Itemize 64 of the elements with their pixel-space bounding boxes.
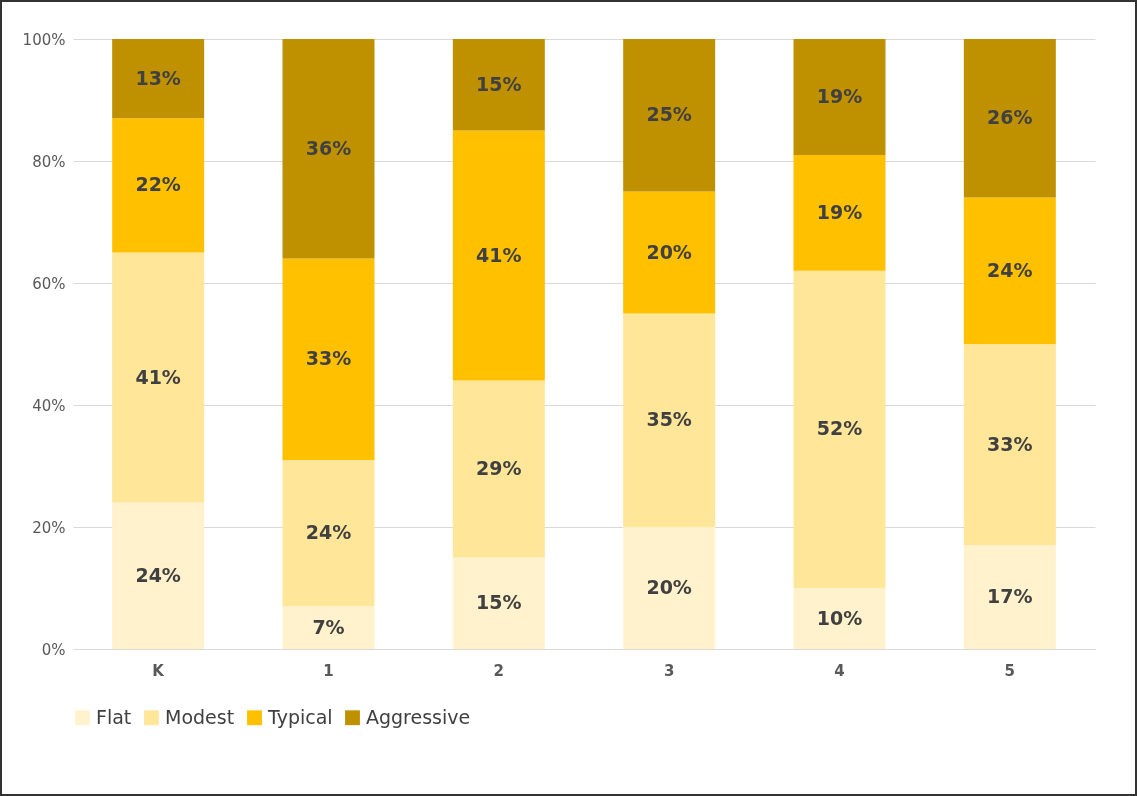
y-tick-label: 60% [32,274,66,293]
data-label: 20% [646,576,692,598]
x-tick-label: 4 [834,661,845,680]
legend-label: Aggressive [366,705,471,728]
y-tick-label: 20% [32,518,66,537]
data-label: 13% [135,66,181,89]
bar [793,154,886,271]
data-label: 7% [312,615,345,638]
bar [963,545,1056,649]
bar [282,459,375,607]
bar [963,197,1056,344]
bar [282,258,375,460]
bar [452,380,545,558]
data-label: 19% [816,84,863,107]
data-label: 35% [646,408,692,431]
bar [793,39,886,155]
bar [623,191,716,314]
data-label: 15% [476,72,522,95]
legend-label: Flat [96,705,132,728]
data-label: 10% [816,606,863,629]
data-label: 24% [135,563,181,586]
data-label: 24% [987,258,1033,281]
legend-label: Typical [267,705,333,728]
bar [793,588,886,649]
legend-label: Modest [165,705,235,728]
bar [623,313,716,527]
x-tick-label: K [152,661,166,680]
data-label: 17% [987,585,1033,608]
data-label: 15% [476,591,522,614]
bar [112,252,205,503]
data-label: 19% [816,200,863,223]
bar [623,39,716,192]
data-label: 24% [305,521,352,544]
bar [452,557,545,649]
bar [282,606,375,649]
data-label: 25% [646,103,692,126]
y-tick-label: 100% [22,30,66,49]
data-label: 29% [476,457,522,480]
data-label: 41% [476,243,522,266]
bar [112,118,205,253]
data-label: 26% [987,106,1033,129]
data-label: 36% [305,136,352,159]
bar [452,130,545,381]
bar [963,39,1056,198]
y-tick-label: 40% [32,396,66,415]
data-label: 33% [987,432,1033,455]
x-tick-label: 5 [1004,661,1016,680]
bar [452,39,545,131]
x-tick-label: 3 [663,661,675,680]
y-tick-label: 80% [32,152,66,171]
x-tick-label: 1 [323,661,334,680]
data-label: 22% [135,173,181,196]
data-label: 41% [135,365,181,388]
data-label: 20% [646,240,692,263]
bar [282,39,375,259]
y-tick-label: 0% [41,640,66,659]
bar [623,527,716,649]
data-label: 33% [305,347,352,370]
bar [963,344,1056,546]
bar [112,39,205,119]
bar [793,270,886,588]
data-label: 52% [816,417,863,440]
x-tick-label: 2 [493,661,505,680]
bar [112,502,205,649]
